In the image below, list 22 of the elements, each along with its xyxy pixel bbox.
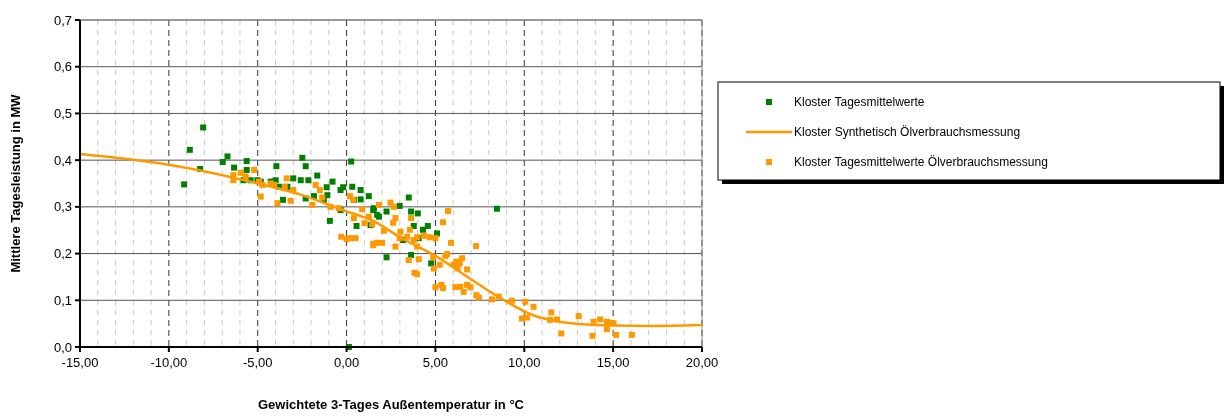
y-axis-title: Mittlere Tagesleistung in MW	[8, 93, 23, 273]
y-tick-label: 0,5	[53, 105, 72, 121]
x-tick-label: 0,00	[333, 355, 360, 370]
x-tick-label: 20,00	[685, 355, 719, 370]
y-tick-label: 0,0	[53, 339, 72, 355]
legend-label: Kloster Tagesmittelwerte	[794, 95, 925, 110]
x-tick-label: 10,00	[508, 355, 541, 370]
y-tick-label: 0,1	[53, 292, 72, 308]
y-tick-label: 0,7	[53, 12, 72, 28]
x-tick-label: 5,00	[422, 355, 449, 370]
line-series	[78, 152, 704, 328]
legend-label: Kloster Tagesmittelwerte Ölverbrauchsmessung	[794, 155, 1048, 170]
x-tick-label: 15,00	[596, 355, 630, 370]
y-tick-label: 0,3	[53, 199, 72, 215]
x-axis-title: Gewichtete 3-Tages Außentemperatur in °C	[258, 397, 525, 412]
y-tick-label: 0,4	[53, 152, 72, 168]
x-tick-label: -15,00	[61, 355, 99, 370]
y-tick-label: 0,2	[53, 246, 72, 262]
x-tick-label: -5,00	[242, 355, 273, 370]
y-tick-label: 0,6	[53, 59, 72, 75]
x-tick-label: -10,00	[150, 355, 188, 370]
legend-label: Kloster Synthetisch Ölverbrauchsmessung	[794, 125, 1021, 140]
